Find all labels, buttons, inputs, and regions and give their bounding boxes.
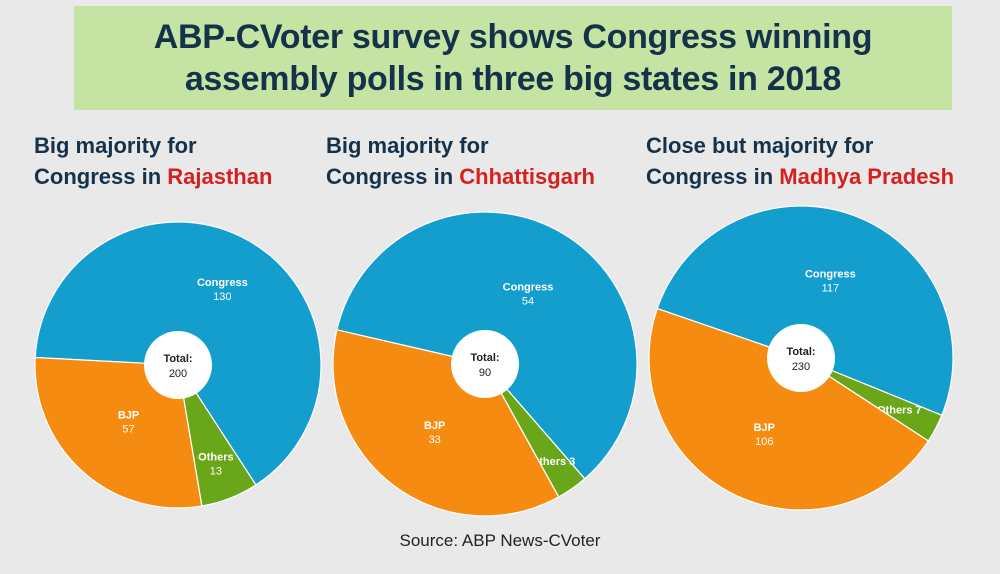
- title-line-2: assembly polls in three big states in 20…: [184, 60, 842, 98]
- state-name: Chhattisgarh: [459, 164, 595, 189]
- heading-line-2: Congress in: [326, 164, 454, 189]
- slice-label-name: BJP: [118, 410, 139, 422]
- slice-label-name: Others: [198, 451, 233, 463]
- heading-line-2: Congress in: [34, 164, 162, 189]
- source-note: Source: ABP News-CVoter: [399, 531, 601, 550]
- slice-label-value: 57: [122, 424, 134, 436]
- center-total-circle: [451, 330, 519, 398]
- slice-label-name: Congress: [197, 277, 248, 289]
- panel-heading: Big majority for Congress in Chhattisgar…: [326, 130, 656, 192]
- slice-label-value: 54: [522, 295, 534, 307]
- pie-chart-madhya-pradesh: Congress 117 Others 7 BJP 106 Total: 230: [648, 205, 954, 511]
- center-total-label: Total:: [163, 353, 192, 365]
- title-banner: ABP-CVoter survey shows Congress winning…: [74, 6, 952, 110]
- slice-label-value: 106: [755, 436, 773, 448]
- pie-chart-chhattisgarh: Congress 54 Others 3 BJP 33 Total: 90: [332, 211, 638, 517]
- slice-label-others: Others 3: [531, 456, 576, 468]
- slice-label-name: BJP: [424, 420, 445, 432]
- pie-chart-rajasthan: Congress 130 Others 13 BJP 57 Total: 200: [34, 221, 322, 509]
- slice-label-name: BJP: [754, 422, 775, 434]
- slice-label-value: 130: [213, 291, 231, 303]
- slice-label-text: Others 7: [877, 404, 922, 416]
- pie-slice-congress: [656, 205, 954, 417]
- center-total-value: 90: [479, 367, 491, 379]
- slice-label-value: 33: [429, 434, 441, 446]
- slice-label-others: Others 13: [198, 451, 233, 477]
- pie-slice-bjp: [648, 307, 930, 511]
- heading-line-1: Big majority for: [34, 133, 197, 158]
- slice-label-bjp: BJP 57: [118, 410, 139, 436]
- pie-slice-bjp: [34, 356, 203, 509]
- panel-heading: Big majority for Congress in Rajasthan: [34, 130, 364, 192]
- pie-slice-bjp: [332, 329, 560, 517]
- heading-line-1: Big majority for: [326, 133, 489, 158]
- state-name: Rajasthan: [167, 164, 273, 189]
- state-name: Madhya Pradesh: [779, 164, 955, 189]
- slice-label-bjp: BJP 33: [424, 420, 445, 446]
- center-total-label: Total:: [786, 346, 815, 358]
- slice-label-others: Others 7: [877, 404, 922, 416]
- slice-label-text: Others 3: [531, 456, 576, 468]
- center-total-circle: [144, 331, 212, 399]
- center-total-label: Total:: [470, 352, 499, 364]
- slice-label-name: Congress: [805, 269, 856, 281]
- slice-label-congress: Congress 54: [503, 281, 554, 307]
- slice-label-value: 117: [822, 283, 840, 295]
- slice-label-bjp: BJP 106: [754, 422, 775, 448]
- slice-label-name: Congress: [503, 281, 554, 293]
- slice-label-congress: Congress 130: [197, 277, 248, 303]
- center-total-value: 200: [169, 368, 187, 380]
- heading-line-2: Congress in: [646, 164, 774, 189]
- center-total-circle: [767, 324, 835, 392]
- slice-label-value: 13: [210, 465, 222, 477]
- heading-line-1: Close but majority for: [646, 133, 874, 158]
- title-line-1: ABP-CVoter survey shows Congress winning: [153, 18, 873, 56]
- slice-label-congress: Congress 117: [805, 269, 856, 295]
- center-total-value: 230: [792, 361, 810, 373]
- panel-heading: Close but majority for Congress in Madhy…: [646, 130, 976, 192]
